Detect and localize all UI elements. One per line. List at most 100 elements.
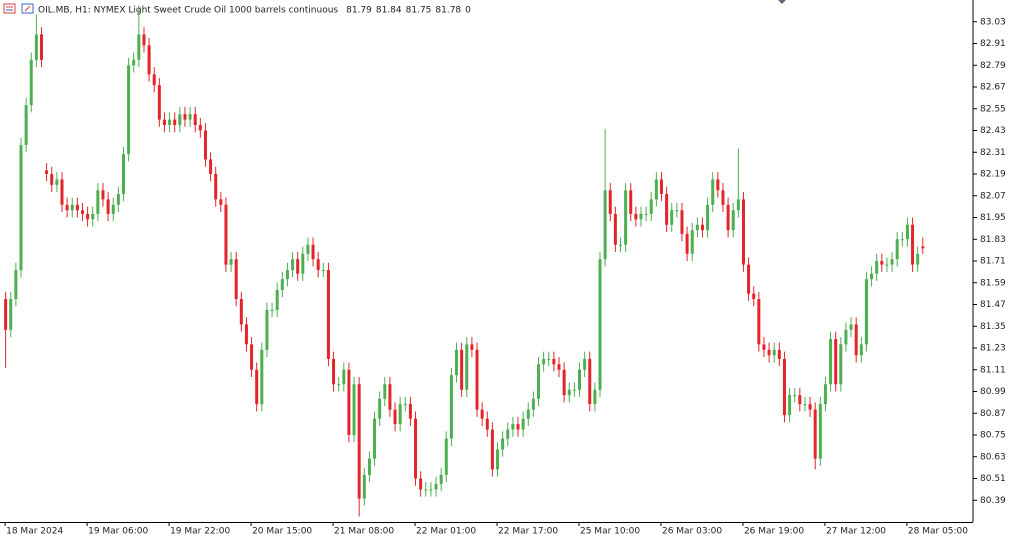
- candle-body: [147, 45, 151, 75]
- candle-body: [65, 204, 69, 211]
- candle-body: [496, 449, 500, 470]
- candle-body: [670, 210, 674, 225]
- candle-body: [4, 299, 8, 330]
- candle-body: [444, 438, 448, 475]
- candle-body: [106, 199, 110, 214]
- candle-body: [29, 59, 33, 106]
- candle-body: [234, 259, 238, 300]
- candle-body: [214, 174, 218, 200]
- candle-body: [34, 34, 38, 60]
- x-tick-label: 28 Mar 05:00: [908, 527, 968, 536]
- candle-body: [14, 270, 18, 300]
- candle-body: [362, 474, 366, 499]
- candles: [4, 5, 925, 517]
- candle-body: [449, 375, 453, 439]
- candle-body: [239, 299, 243, 325]
- candle-body: [741, 199, 745, 265]
- candle-body: [695, 224, 699, 231]
- candle-body: [393, 409, 397, 425]
- candle-body: [291, 259, 295, 271]
- candle-body: [905, 224, 909, 240]
- y-tick-label: 82.79: [980, 61, 1006, 71]
- candle-body: [793, 395, 797, 397]
- candle-body: [542, 358, 546, 365]
- candle-body: [762, 344, 766, 350]
- candle-body: [690, 230, 694, 254]
- candle-body: [203, 130, 207, 160]
- x-tick-label: 26 Mar 03:00: [662, 527, 722, 536]
- candle-body: [347, 369, 351, 435]
- candle-body: [265, 309, 269, 350]
- chart-title: OIL.MB, H1: NYMEX Light Sweet Crude Oil …: [38, 6, 338, 16]
- candle-body: [86, 213, 90, 220]
- y-tick-label: 80.51: [980, 474, 1006, 484]
- candle-body: [885, 264, 889, 266]
- candle-body: [260, 349, 264, 405]
- y-tick-label: 82.43: [980, 126, 1006, 136]
- candle-body: [859, 344, 863, 356]
- candle-body: [731, 210, 735, 231]
- y-tick-label: 83.03: [980, 17, 1006, 27]
- y-tick-label: 82.19: [980, 170, 1006, 180]
- candle-body: [659, 179, 663, 194]
- shift-marker[interactable]: [778, 0, 786, 4]
- candle-body: [788, 395, 792, 416]
- candle-body: [116, 193, 120, 205]
- y-tick-label: 81.35: [980, 322, 1006, 332]
- candle-body: [193, 114, 197, 126]
- candle-body: [501, 438, 505, 450]
- candle-body: [455, 349, 459, 376]
- candle-body: [844, 329, 848, 345]
- candle-body: [96, 190, 100, 214]
- header-value: 0: [465, 6, 471, 16]
- y-tick-label: 80.87: [980, 409, 1006, 419]
- y-tick-label: 81.23: [980, 344, 1006, 354]
- candle-body: [434, 483, 438, 490]
- candle-body: [55, 179, 59, 185]
- candle-body: [654, 179, 658, 200]
- candle-body: [716, 179, 720, 191]
- candle-body: [772, 349, 776, 356]
- candle-body: [388, 384, 392, 410]
- candle-body: [306, 244, 310, 254]
- candle-body: [798, 395, 802, 405]
- y-tick-label: 80.75: [980, 431, 1006, 441]
- candle-body: [624, 190, 628, 245]
- candle-body: [60, 179, 64, 205]
- candle-body: [80, 210, 84, 214]
- candle-body: [168, 119, 172, 126]
- candle-body: [255, 369, 259, 405]
- candle-body: [9, 299, 13, 330]
- candle-body: [552, 358, 556, 365]
- y-tick-label: 80.99: [980, 387, 1006, 397]
- candle-body: [45, 170, 49, 174]
- candle-body: [649, 199, 653, 214]
- candle-body: [357, 384, 361, 499]
- candle-body: [711, 179, 715, 205]
- x-tick-label: 18 Mar 2024: [6, 527, 63, 536]
- candle-body: [829, 338, 833, 385]
- candle-body: [70, 204, 74, 211]
- header-value: 81.78: [435, 6, 461, 16]
- candle-body: [178, 114, 182, 126]
- candle-body: [219, 199, 223, 205]
- candle-body: [521, 418, 525, 430]
- candle-body: [880, 261, 884, 265]
- candle-body: [823, 384, 827, 405]
- candle-body: [91, 213, 95, 220]
- candle-body: [408, 404, 412, 419]
- x-tick-label: 22 Mar 01:00: [416, 527, 476, 536]
- candle-body: [111, 204, 115, 214]
- candle-body: [162, 119, 166, 126]
- candle-body: [777, 349, 781, 359]
- candle-body: [675, 210, 679, 212]
- y-tick-label: 81.83: [980, 235, 1006, 245]
- header-value: 81.79: [346, 6, 372, 16]
- candle-body: [808, 404, 812, 410]
- candle-body: [229, 259, 233, 265]
- y-tick-label: 82.91: [980, 39, 1006, 49]
- candle-body: [460, 349, 464, 390]
- candle-body: [275, 290, 279, 310]
- candle-body: [470, 344, 474, 350]
- candle-body: [50, 174, 54, 185]
